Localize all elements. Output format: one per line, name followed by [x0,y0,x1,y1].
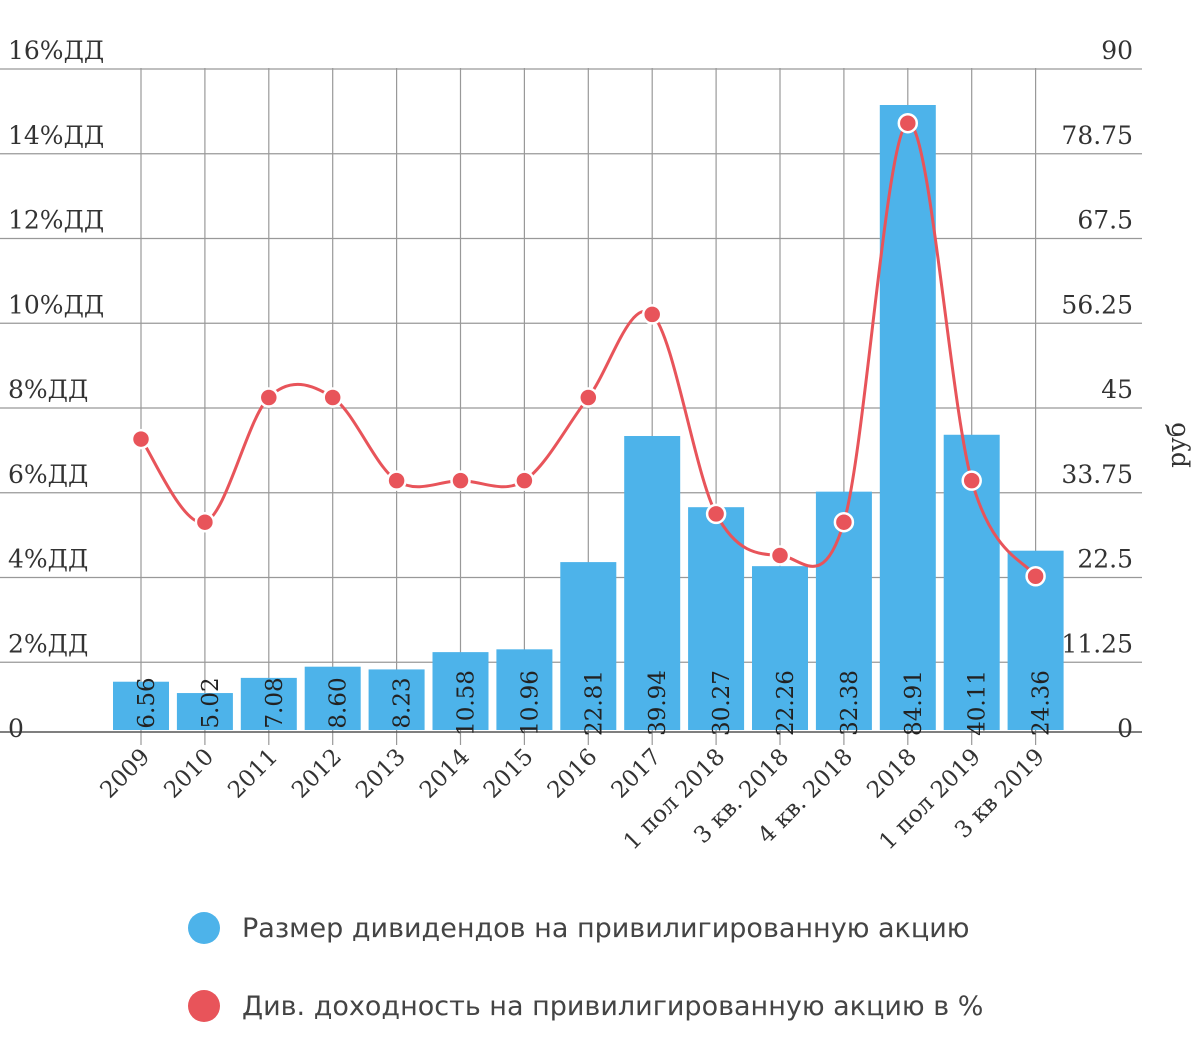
bar-value-label: 7.08 [262,677,288,728]
yield-point [641,304,663,325]
x-category-label: 2018 [862,744,922,804]
bar [113,681,169,730]
x-category-label: 2015 [479,744,539,804]
bar-value-label: 5.02 [198,677,224,728]
bar-value-label: 8.60 [326,677,352,728]
x-category-label: 2014 [415,744,475,804]
x-category-label: 2017 [607,744,667,804]
legend-item-line: Див. доходность на привилигированную акц… [188,990,983,1022]
yield-point [514,470,535,491]
bar [496,649,553,730]
bar-value-label: 30.27 [709,670,735,736]
yield-point [450,470,471,491]
bar [688,507,745,730]
yield-point [386,470,407,491]
yield-point [130,428,152,450]
bar [240,677,297,730]
legend-item-bars: Размер дивидендов на привилигированную а… [188,912,970,944]
bar [304,666,361,730]
bar-value-label: 40.11 [965,670,991,736]
y-left-tick-label: 8%ДД [8,375,88,404]
y-right-tick-label: 78.75 [1061,121,1133,150]
x-category-label: 2016 [543,744,603,804]
yield-point [578,387,599,408]
y-right-tick-label: 56.25 [1061,290,1133,319]
bar-value-label: 32.38 [837,670,863,736]
bar [368,669,425,730]
y-left-tick-label: 2%ДД [8,629,88,658]
bar [879,105,936,730]
x-category-label: 2011 [223,744,283,804]
x-category-label: 2009 [95,744,155,804]
y-right-axis-title: руб [1162,422,1191,468]
legend-bar-label: Размер дивидендов на привилигированную а… [242,912,970,944]
x-category-label: 2012 [287,744,347,804]
y-left-tick-label: 4%ДД [8,545,88,574]
x-category-label: 2010 [159,744,219,804]
yield-point [705,503,727,525]
y-left-tick-label: 14%ДД [8,121,104,150]
y-right-tick-label: 0 [1117,714,1133,743]
bar [624,436,681,730]
bar-value-label: 8.23 [390,677,416,728]
y-left-tick-label: 6%ДД [8,460,88,489]
y-left-tick-label: 12%ДД [8,206,104,235]
yield-point [1025,565,1046,587]
y-left-tick-label: 0 [8,714,24,743]
y-right-tick-label: 22.5 [1077,545,1133,574]
y-left-tick-label: 10%ДД [8,290,104,319]
bar [752,566,808,730]
bar [432,652,489,730]
yield-point [897,112,919,134]
y-right-tick-label: 90 [1101,36,1133,65]
bar-value-label: 10.96 [517,670,543,736]
bar-value-label: 6.56 [134,677,160,728]
bar [560,562,617,730]
y-right-tick-label: 11.25 [1061,629,1133,658]
x-category-label: 2013 [351,744,411,804]
bar-value-label: 24.36 [1029,670,1055,736]
yield-point [833,511,855,533]
yield-line [130,112,1046,587]
bar-value-label: 39.94 [645,670,671,736]
bar [176,693,233,730]
y-right-tick-label: 33.75 [1061,460,1133,489]
yield-point [322,387,343,408]
y-right-tick-label: 67.5 [1077,206,1133,235]
legend-line-swatch [188,990,220,1022]
legend-bar-swatch [188,912,220,944]
y-right-tick-label: 45 [1101,375,1133,404]
yield-point [769,545,791,566]
bars [113,105,1064,730]
yield-point [258,387,280,408]
yield-point [961,470,982,491]
y-left-tick-label: 16%ДД [8,36,104,65]
yield-point [194,511,216,533]
bar-value-label: 84.91 [901,670,927,736]
bar-value-label: 22.26 [773,670,799,736]
bar-value-label: 22.81 [581,670,607,736]
legend-line-label: Див. доходность на привилигированную акц… [242,990,984,1022]
bar-value-label: 10.58 [454,670,480,736]
